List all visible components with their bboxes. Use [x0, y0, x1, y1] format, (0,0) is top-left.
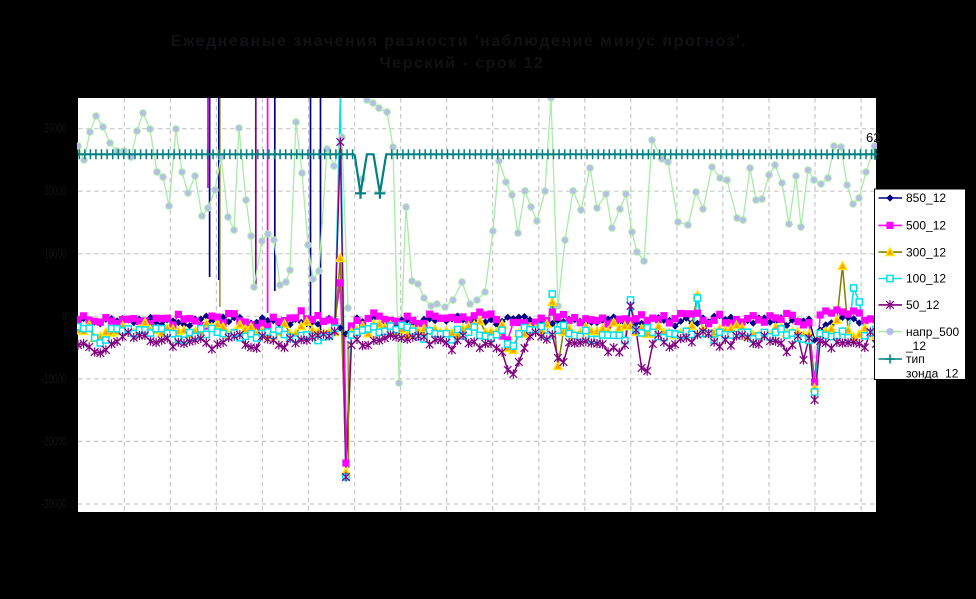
svg-text:напр_500: напр_500: [906, 325, 959, 339]
svg-text:тип: тип: [906, 352, 925, 366]
svg-text:100_12: 100_12: [906, 272, 946, 286]
svg-text:62: 62: [866, 130, 880, 145]
svg-text:30000: 30000: [44, 122, 66, 136]
svg-text:850_12: 850_12: [906, 191, 946, 205]
svg-text:зонда_12: зонда_12: [906, 367, 959, 381]
svg-text:Ежедневные значения разности ': Ежедневные значения разности 'наблюдение…: [171, 33, 747, 50]
svg-text:50_12: 50_12: [906, 298, 940, 312]
svg-text:10000: 10000: [44, 247, 66, 261]
svg-text:20000: 20000: [44, 184, 66, 198]
svg-text:-30000: -30000: [41, 497, 66, 511]
svg-text:0: 0: [62, 309, 66, 323]
svg-text:-20000: -20000: [41, 435, 66, 449]
svg-text:Черский - срок 12: Черский - срок 12: [380, 55, 545, 72]
svg-text:_12: _12: [905, 339, 926, 353]
svg-text:500_12: 500_12: [906, 219, 946, 233]
svg-text:300_12: 300_12: [906, 245, 946, 259]
svg-text:-10000: -10000: [41, 372, 66, 386]
